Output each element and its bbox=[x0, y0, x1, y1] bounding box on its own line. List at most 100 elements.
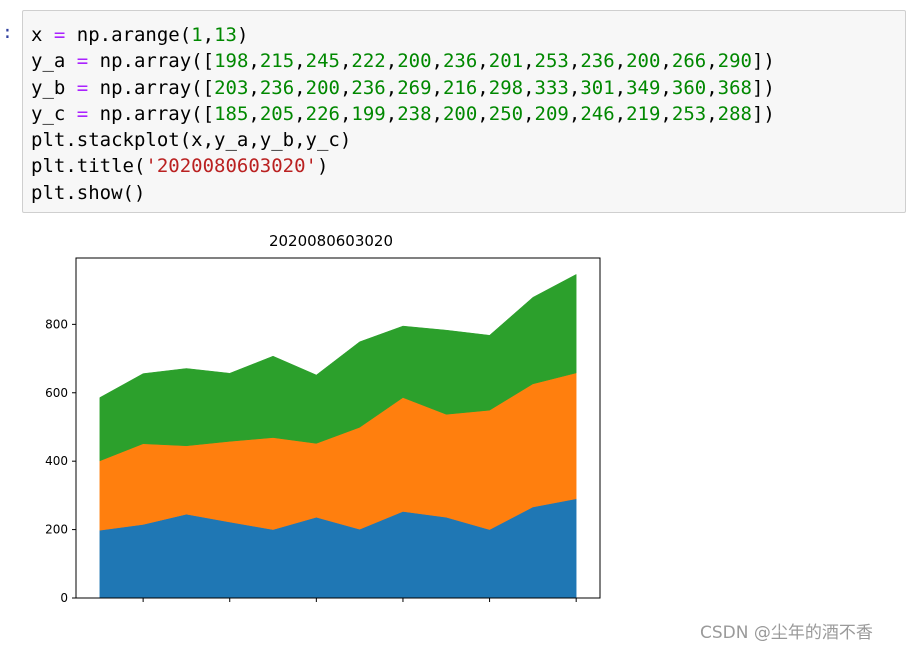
code-token: plt.show() bbox=[31, 181, 146, 204]
code-token: 200 bbox=[626, 50, 661, 73]
y-tick-label: 400 bbox=[45, 454, 68, 468]
code-token: , bbox=[248, 76, 260, 99]
code-token: 226 bbox=[305, 102, 340, 125]
code-token: y_c bbox=[31, 102, 77, 125]
code-token: 290 bbox=[717, 50, 752, 73]
code-token: 246 bbox=[580, 102, 615, 125]
chart-title: 2020080603020 bbox=[269, 232, 393, 250]
code-token: , bbox=[568, 76, 581, 99]
code-token: 13 bbox=[214, 24, 237, 46]
code-line: y_b = np.array([203,236,200,236,269,216,… bbox=[31, 75, 905, 101]
code-token: , bbox=[706, 102, 718, 125]
cell-prompt: : bbox=[2, 22, 13, 43]
code-token: plt.title( bbox=[31, 155, 146, 178]
area-series-3 bbox=[99, 274, 577, 462]
code-token: ) bbox=[316, 155, 329, 178]
code-token: , bbox=[385, 102, 398, 125]
code-token: 349 bbox=[626, 76, 661, 99]
code-token: , bbox=[660, 76, 672, 99]
code-token: = bbox=[76, 50, 89, 73]
code-token: , bbox=[477, 50, 489, 73]
y-tick-label: 800 bbox=[45, 317, 68, 331]
code-token: 269 bbox=[397, 76, 432, 99]
code-token: 245 bbox=[305, 50, 340, 73]
code-token: x bbox=[31, 24, 54, 46]
code-token: , bbox=[385, 50, 398, 73]
code-token: , bbox=[202, 24, 215, 46]
code-line: plt.title('2020080603020') bbox=[31, 153, 905, 179]
code-token: 238 bbox=[397, 102, 432, 125]
code-token: , bbox=[477, 102, 489, 125]
code-token: , bbox=[385, 76, 398, 99]
code-token: , bbox=[248, 102, 260, 125]
code-token: 333 bbox=[534, 76, 569, 99]
code-token: np.arange( bbox=[65, 24, 192, 46]
code-token: , bbox=[294, 102, 306, 125]
code-token: , bbox=[523, 50, 535, 73]
code-token: = bbox=[76, 102, 89, 125]
code-token: 216 bbox=[442, 76, 478, 99]
code-token: , bbox=[431, 102, 443, 125]
cell-output: 2 4 6 8 10 12 0 200 400 600 800 2020080603020 bbox=[0, 228, 620, 620]
code-token: ]) bbox=[751, 50, 775, 73]
code-editor[interactable]: x = np.arange(1,13) y_a = np.array([198,2… bbox=[23, 11, 905, 206]
code-token: , bbox=[294, 76, 306, 99]
y-axis: 0 200 400 600 800 bbox=[45, 317, 76, 605]
code-line: y_c = np.array([185,205,226,199,238,200,… bbox=[31, 101, 905, 127]
code-token: '2020080603020' bbox=[145, 155, 317, 178]
code-token: , bbox=[568, 50, 581, 73]
code-token: , bbox=[339, 76, 352, 99]
code-token: 219 bbox=[626, 102, 661, 125]
x-tick-label: 8 bbox=[399, 606, 407, 608]
code-token: y_a bbox=[31, 50, 77, 73]
code-token: 288 bbox=[717, 102, 752, 125]
code-token: 200 bbox=[305, 76, 340, 99]
code-token: ) bbox=[236, 24, 249, 46]
code-token: , bbox=[523, 102, 535, 125]
y-tick-label: 200 bbox=[45, 523, 68, 537]
code-token: 253 bbox=[534, 50, 569, 73]
code-token: 222 bbox=[351, 50, 386, 73]
stackplot-chart: 2 4 6 8 10 12 0 200 400 600 800 2020080603020 bbox=[45, 232, 601, 620]
code-token: np.array([ bbox=[88, 76, 215, 99]
code-token: 201 bbox=[488, 50, 524, 73]
code-token: 203 bbox=[214, 76, 249, 99]
code-line: x = np.arange(1,13) bbox=[31, 22, 905, 48]
code-token: np.array([ bbox=[88, 50, 215, 73]
code-token: , bbox=[614, 76, 627, 99]
code-token: , bbox=[294, 50, 306, 73]
code-token: , bbox=[660, 50, 672, 73]
code-token: , bbox=[706, 50, 718, 73]
code-token: 236 bbox=[259, 76, 295, 99]
code-token: , bbox=[614, 102, 627, 125]
code-token: 368 bbox=[717, 76, 752, 99]
x-tick-label: 2 bbox=[139, 606, 147, 608]
code-token: , bbox=[614, 50, 627, 73]
stack-areas bbox=[99, 274, 577, 599]
code-line: y_a = np.array([198,215,245,222,200,236,… bbox=[31, 48, 905, 74]
code-token: ]) bbox=[751, 76, 775, 99]
code-token: , bbox=[568, 102, 581, 125]
code-token: 236 bbox=[580, 50, 615, 73]
code-token: 298 bbox=[488, 76, 524, 99]
y-tick-label: 600 bbox=[45, 386, 68, 400]
axes-frame bbox=[75, 257, 601, 599]
code-token: , bbox=[431, 50, 443, 73]
code-token: 200 bbox=[397, 50, 432, 73]
code-token: 199 bbox=[351, 102, 386, 125]
x-tick-label: 10 bbox=[482, 606, 497, 608]
code-token: y_b bbox=[31, 76, 77, 99]
code-line: plt.stackplot(x,y_a,y_b,y_c) bbox=[31, 127, 905, 153]
code-token: , bbox=[477, 76, 489, 99]
code-cell[interactable]: x = np.arange(1,13) y_a = np.array([198,2… bbox=[22, 10, 906, 213]
code-token: , bbox=[523, 76, 535, 99]
code-token: 301 bbox=[580, 76, 615, 99]
code-token: = bbox=[76, 76, 89, 99]
code-token: ]) bbox=[751, 102, 775, 125]
code-token: 250 bbox=[488, 102, 524, 125]
code-token: , bbox=[706, 76, 718, 99]
code-token: 266 bbox=[671, 50, 707, 73]
code-token: , bbox=[660, 102, 672, 125]
x-tick-label: 6 bbox=[313, 606, 321, 608]
code-token: 198 bbox=[214, 50, 249, 73]
